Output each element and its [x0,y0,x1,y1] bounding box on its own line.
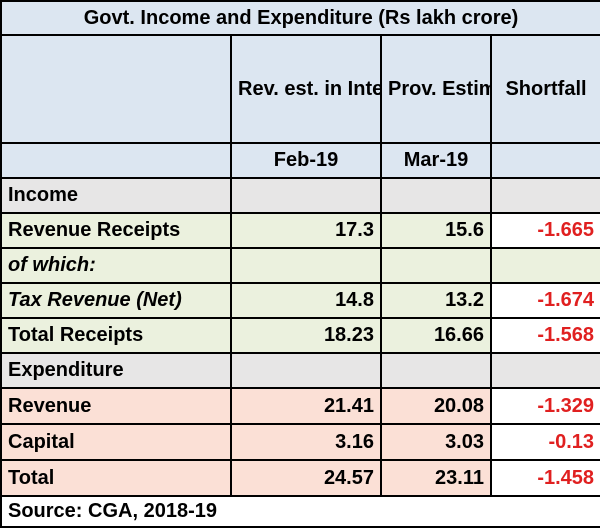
date-shortfall-cell [489,142,600,179]
header-shortfall: Shortfall [489,34,600,144]
prov-est-value: 16.66 [380,317,492,354]
row-label: of which: [0,247,232,284]
section-expenditure-cell [380,352,492,389]
row-label: Total [0,459,232,497]
section-expenditure-cell [489,352,600,389]
shortfall-value: -1.674 [489,282,600,319]
source-note: Source: CGA, 2018-19 [0,495,600,528]
header-prov-est-date: Mar-19 [380,142,492,179]
table-row: Tax Revenue (Net) 14.8 13.2 -1.674 [0,282,600,319]
shortfall-value: -0.13 [489,423,600,461]
shortfall-value: -1.329 [489,387,600,425]
shortfall-value: -1.665 [489,212,600,249]
prov-est-value: 15.6 [380,212,492,249]
prov-est-value: 13.2 [380,282,492,319]
empty-cell [230,247,382,284]
row-label: Capital [0,423,232,461]
table-row: Capital 3.16 3.03 -0.13 [0,423,600,461]
section-income-cell [230,177,382,214]
shortfall-value: -1.458 [489,459,600,497]
header-rev-est: Rev. est. in Interim Budget [230,34,382,144]
section-income-cell [489,177,600,214]
prov-est-value: 23.11 [380,459,492,497]
row-label: Tax Revenue (Net) [0,282,232,319]
row-label: Revenue Receipts [0,212,232,249]
table-row: Revenue Receipts 17.3 15.6 -1.665 [0,212,600,249]
table-row: Total 24.57 23.11 -1.458 [0,459,600,497]
empty-cell [380,247,492,284]
table-row: Revenue 21.41 20.08 -1.329 [0,387,600,425]
header-rev-est-date: Feb-19 [230,142,382,179]
prov-est-value: 20.08 [380,387,492,425]
date-label-cell [0,142,232,179]
rev-est-value: 21.41 [230,387,382,425]
table-row: of which: [0,247,600,284]
header-label-cell [0,34,232,144]
prov-est-value: 3.03 [380,423,492,461]
rev-est-value: 14.8 [230,282,382,319]
rev-est-value: 18.23 [230,317,382,354]
row-label: Revenue [0,387,232,425]
shortfall-value: -1.568 [489,317,600,354]
table-row: Total Receipts 18.23 16.66 -1.568 [0,317,600,354]
header-prov-est: Prov. Estimate [380,34,492,144]
table-title: Govt. Income and Expenditure (Rs lakh cr… [0,0,600,36]
rev-est-value: 17.3 [230,212,382,249]
empty-cell [489,247,600,284]
row-label: Total Receipts [0,317,232,354]
section-income: Income [0,177,232,214]
section-income-cell [380,177,492,214]
section-expenditure: Expenditure [0,352,232,389]
rev-est-value: 24.57 [230,459,382,497]
section-expenditure-cell [230,352,382,389]
rev-est-value: 3.16 [230,423,382,461]
